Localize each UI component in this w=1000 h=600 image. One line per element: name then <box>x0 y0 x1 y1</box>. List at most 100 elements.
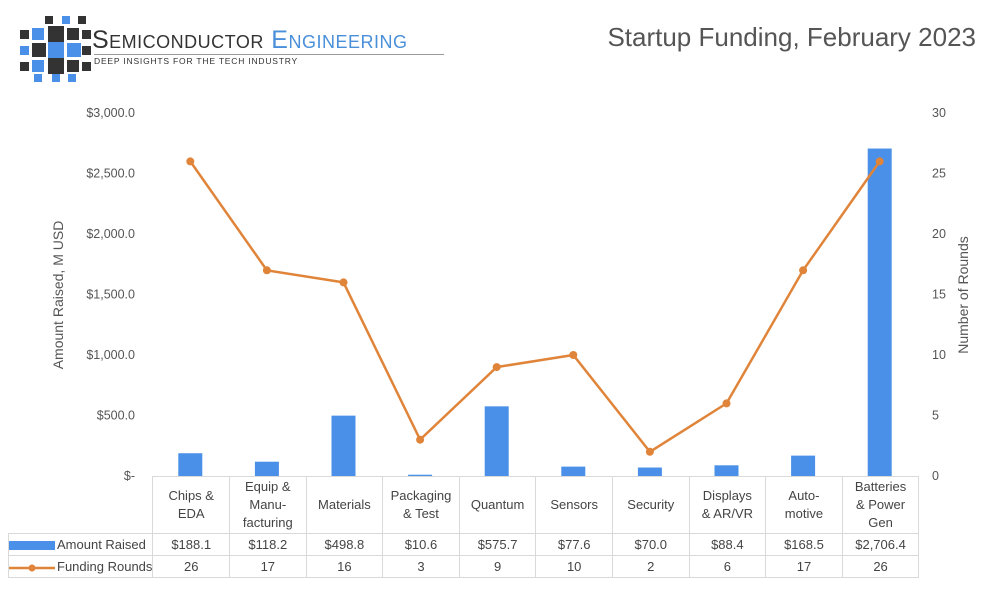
point-funding-rounds <box>799 266 808 275</box>
bar-amount-raised <box>331 415 356 476</box>
y2-tick-label: 25 <box>932 167 946 181</box>
amount-cell: $10.6 <box>382 533 460 556</box>
logo-mark <box>12 8 91 82</box>
amount-cell: $70.0 <box>611 533 690 556</box>
logo-square <box>82 62 91 71</box>
y2-tick-label: 10 <box>932 348 946 362</box>
amount-cell: $118.2 <box>229 533 307 556</box>
legend-bar-swatch <box>9 541 55 551</box>
bar-amount-raised <box>867 148 892 476</box>
category-label-line: & AR/VR <box>701 506 753 521</box>
logo-square <box>34 74 42 82</box>
logo-square <box>68 74 76 82</box>
rounds-cell: 6 <box>688 555 767 578</box>
category-label: Batteries & Power Gen <box>841 476 920 534</box>
category-label-line: Gen <box>868 515 893 530</box>
category-label-line: facturing <box>242 515 293 530</box>
category-label: Packaging & Test <box>382 476 460 534</box>
bar-amount-raised <box>637 467 662 476</box>
category-label-line: Chips & <box>168 488 214 503</box>
category-label: Quantum <box>458 476 537 534</box>
category-label: Auto-motive <box>765 476 843 534</box>
category-label-line: & Power <box>855 497 906 512</box>
category-label-line: Manu- <box>249 497 287 512</box>
point-funding-rounds <box>339 278 348 287</box>
logo-square <box>32 60 44 72</box>
bar-amount-raised <box>561 466 586 476</box>
y-tick-label: $3,000.0 <box>86 106 135 120</box>
category-label-line: Materials <box>318 497 371 512</box>
logo-square <box>48 42 64 58</box>
rounds-cell: 17 <box>765 555 843 578</box>
category-label-line: EDA <box>177 506 205 521</box>
category-label-line: Quantum <box>470 497 525 512</box>
logo-square <box>48 58 64 74</box>
category-label-line: Equip & <box>245 479 291 494</box>
brand-name: Semiconductor Engineering <box>92 26 408 54</box>
logo-square <box>20 62 29 71</box>
point-funding-rounds <box>186 157 195 166</box>
y-tick-label: $500.0 <box>97 409 135 423</box>
bar-amount-raised <box>484 406 509 476</box>
rounds-cell: 26 <box>152 555 230 578</box>
point-funding-rounds <box>492 363 501 372</box>
bar-amount-raised <box>178 453 203 476</box>
logo-square <box>20 46 29 55</box>
category-label: Chips & EDA <box>152 476 230 534</box>
logo-square <box>78 16 86 24</box>
point-funding-rounds <box>416 435 425 444</box>
bar-amount-raised <box>408 474 433 476</box>
legend-label: Funding Rounds <box>57 559 153 574</box>
amount-cell: $77.6 <box>535 533 613 556</box>
y-tick-label: $- <box>124 469 135 483</box>
category-label: Sensors <box>535 476 613 534</box>
category-label-line: Auto- <box>788 488 820 503</box>
data-table: Chips & EDA Equip & Manu-facturing Materials… <box>7 476 920 578</box>
legend-label: Amount Raised <box>57 537 146 552</box>
category-label: Materials <box>305 476 384 534</box>
rounds-cell: 3 <box>382 555 460 578</box>
bar-amount-raised <box>714 465 739 476</box>
y-tick-label: $1,000.0 <box>86 348 135 362</box>
amount-cell: $2,706.4 <box>841 533 920 556</box>
legend-line-swatch <box>9 564 55 572</box>
y2-tick-label: 5 <box>932 409 939 423</box>
point-funding-rounds <box>722 399 731 408</box>
point-funding-rounds <box>569 351 578 359</box>
amount-cell: $168.5 <box>765 533 843 556</box>
logo-square <box>48 26 64 42</box>
y-tick-label: $2,500.0 <box>86 167 135 181</box>
logo-square <box>67 43 81 57</box>
amount-cell: $575.7 <box>458 533 537 556</box>
line-funding-rounds <box>189 160 881 454</box>
logo-square <box>52 74 60 82</box>
y2-tick-label: 30 <box>932 106 946 120</box>
rounds-cell: 9 <box>458 555 537 578</box>
legend-funding-rounds: Funding Rounds <box>7 555 154 578</box>
point-funding-rounds <box>262 266 271 275</box>
category-label-line: Batteries <box>854 479 907 494</box>
category-label-line: Displays <box>702 488 752 503</box>
category-label-line: Packaging <box>390 488 452 503</box>
logo-square <box>82 46 91 55</box>
rounds-cell: 26 <box>841 555 920 578</box>
logo-square <box>32 28 44 40</box>
y2-tick-label: 0 <box>932 469 939 483</box>
logo-square <box>67 60 79 72</box>
y2-tick-label: 20 <box>932 227 946 241</box>
rounds-cell: 17 <box>229 555 307 578</box>
chart-title: Startup Funding, February 2023 <box>607 22 976 52</box>
y2-axis-label: Number of Rounds <box>955 236 971 354</box>
point-funding-rounds <box>875 157 884 166</box>
rounds-cell: 2 <box>611 555 690 578</box>
point-funding-rounds <box>645 447 654 456</box>
y-tick-label: $1,500.0 <box>86 288 135 302</box>
category-label: Equip & Manu-facturing <box>229 476 307 534</box>
logo-square <box>20 30 29 39</box>
category-label-line: Security <box>627 497 675 512</box>
rounds-cell: 10 <box>535 555 613 578</box>
rounds-cell: 16 <box>305 555 384 578</box>
y-axis-label: Amount Raised, M USD <box>50 221 66 370</box>
bar-amount-raised <box>791 455 816 476</box>
